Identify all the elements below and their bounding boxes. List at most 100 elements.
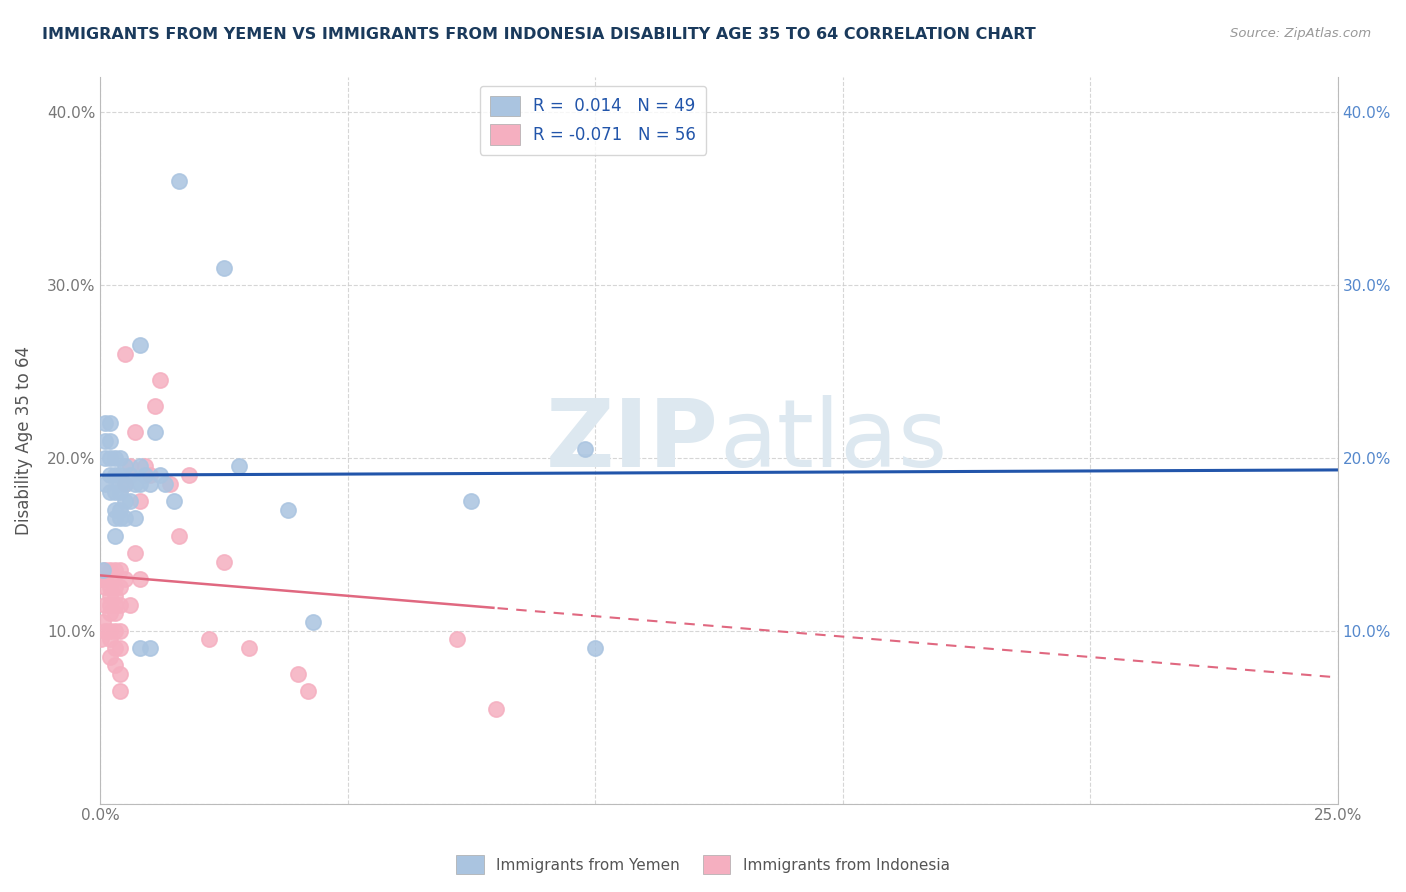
Point: [108, 598, 131, 612]
Legend: Immigrants from Yemen, Immigrants from Indonesia: Immigrants from Yemen, Immigrants from I…: [450, 849, 956, 880]
Point: [104, 485, 127, 500]
Text: ZIP: ZIP: [546, 394, 718, 486]
Text: IMMIGRANTS FROM YEMEN VS IMMIGRANTS FROM INDONESIA DISABILITY AGE 35 TO 64 CORRE: IMMIGRANTS FROM YEMEN VS IMMIGRANTS FROM…: [42, 27, 1036, 42]
Point: [143, 399, 166, 413]
Point: [98, 589, 121, 603]
Point: [302, 615, 325, 629]
Point: [108, 511, 131, 525]
Point: [98, 572, 121, 586]
Point: [98, 581, 121, 595]
Point: [108, 624, 131, 638]
Point: [128, 572, 150, 586]
Point: [114, 572, 136, 586]
Point: [94, 450, 117, 465]
Point: [179, 468, 201, 483]
Point: [98, 434, 121, 448]
Point: [149, 373, 172, 387]
Point: [139, 468, 162, 483]
Point: [98, 485, 121, 500]
Point: [108, 450, 131, 465]
Point: [94, 624, 117, 638]
Point: [118, 468, 141, 483]
Point: [277, 502, 299, 516]
Point: [163, 494, 186, 508]
Point: [104, 502, 127, 516]
Point: [108, 667, 131, 681]
Point: [104, 581, 127, 595]
Point: [98, 632, 121, 647]
Point: [98, 416, 121, 430]
Point: [114, 476, 136, 491]
Point: [153, 476, 176, 491]
Point: [94, 416, 117, 430]
Point: [98, 607, 121, 621]
Point: [128, 640, 150, 655]
Point: [124, 511, 146, 525]
Point: [104, 563, 127, 577]
Point: [114, 511, 136, 525]
Point: [297, 684, 319, 698]
Point: [128, 494, 150, 508]
Point: [169, 174, 191, 188]
Point: [139, 640, 162, 655]
Point: [124, 425, 146, 439]
Point: [287, 667, 309, 681]
Point: [94, 563, 117, 577]
Point: [128, 459, 150, 474]
Point: [98, 563, 121, 577]
Point: [104, 528, 127, 542]
Legend: R =  0.014   N = 49, R = -0.071   N = 56: R = 0.014 N = 49, R = -0.071 N = 56: [479, 86, 706, 155]
Point: [460, 494, 482, 508]
Point: [104, 640, 127, 655]
Point: [124, 476, 146, 491]
Point: [104, 607, 127, 621]
Point: [118, 598, 141, 612]
Point: [108, 563, 131, 577]
Point: [108, 581, 131, 595]
Point: [94, 434, 117, 448]
Point: [114, 459, 136, 474]
Point: [212, 555, 235, 569]
Point: [104, 511, 127, 525]
Point: [98, 598, 121, 612]
Point: [228, 459, 250, 474]
Point: [98, 624, 121, 638]
Point: [574, 442, 596, 457]
Point: [114, 476, 136, 491]
Point: [114, 347, 136, 361]
Point: [90, 572, 112, 586]
Point: [446, 632, 468, 647]
Point: [94, 598, 117, 612]
Text: Source: ZipAtlas.com: Source: ZipAtlas.com: [1230, 27, 1371, 40]
Point: [91, 572, 114, 586]
Point: [108, 485, 131, 500]
Point: [134, 468, 156, 483]
Point: [143, 425, 166, 439]
Point: [94, 572, 117, 586]
Point: [124, 546, 146, 560]
Point: [149, 468, 172, 483]
Point: [104, 624, 127, 638]
Point: [108, 502, 131, 516]
Point: [134, 459, 156, 474]
Point: [104, 598, 127, 612]
Point: [91, 563, 114, 577]
Point: [94, 476, 117, 491]
Point: [198, 632, 221, 647]
Point: [108, 684, 131, 698]
Point: [583, 640, 606, 655]
Point: [98, 450, 121, 465]
Point: [114, 494, 136, 508]
Point: [118, 494, 141, 508]
Point: [98, 468, 121, 483]
Point: [212, 260, 235, 275]
Point: [108, 468, 131, 483]
Point: [238, 640, 260, 655]
Point: [169, 528, 191, 542]
Point: [98, 649, 121, 664]
Point: [104, 658, 127, 673]
Point: [128, 338, 150, 352]
Point: [104, 450, 127, 465]
Point: [108, 640, 131, 655]
Text: atlas: atlas: [718, 394, 948, 486]
